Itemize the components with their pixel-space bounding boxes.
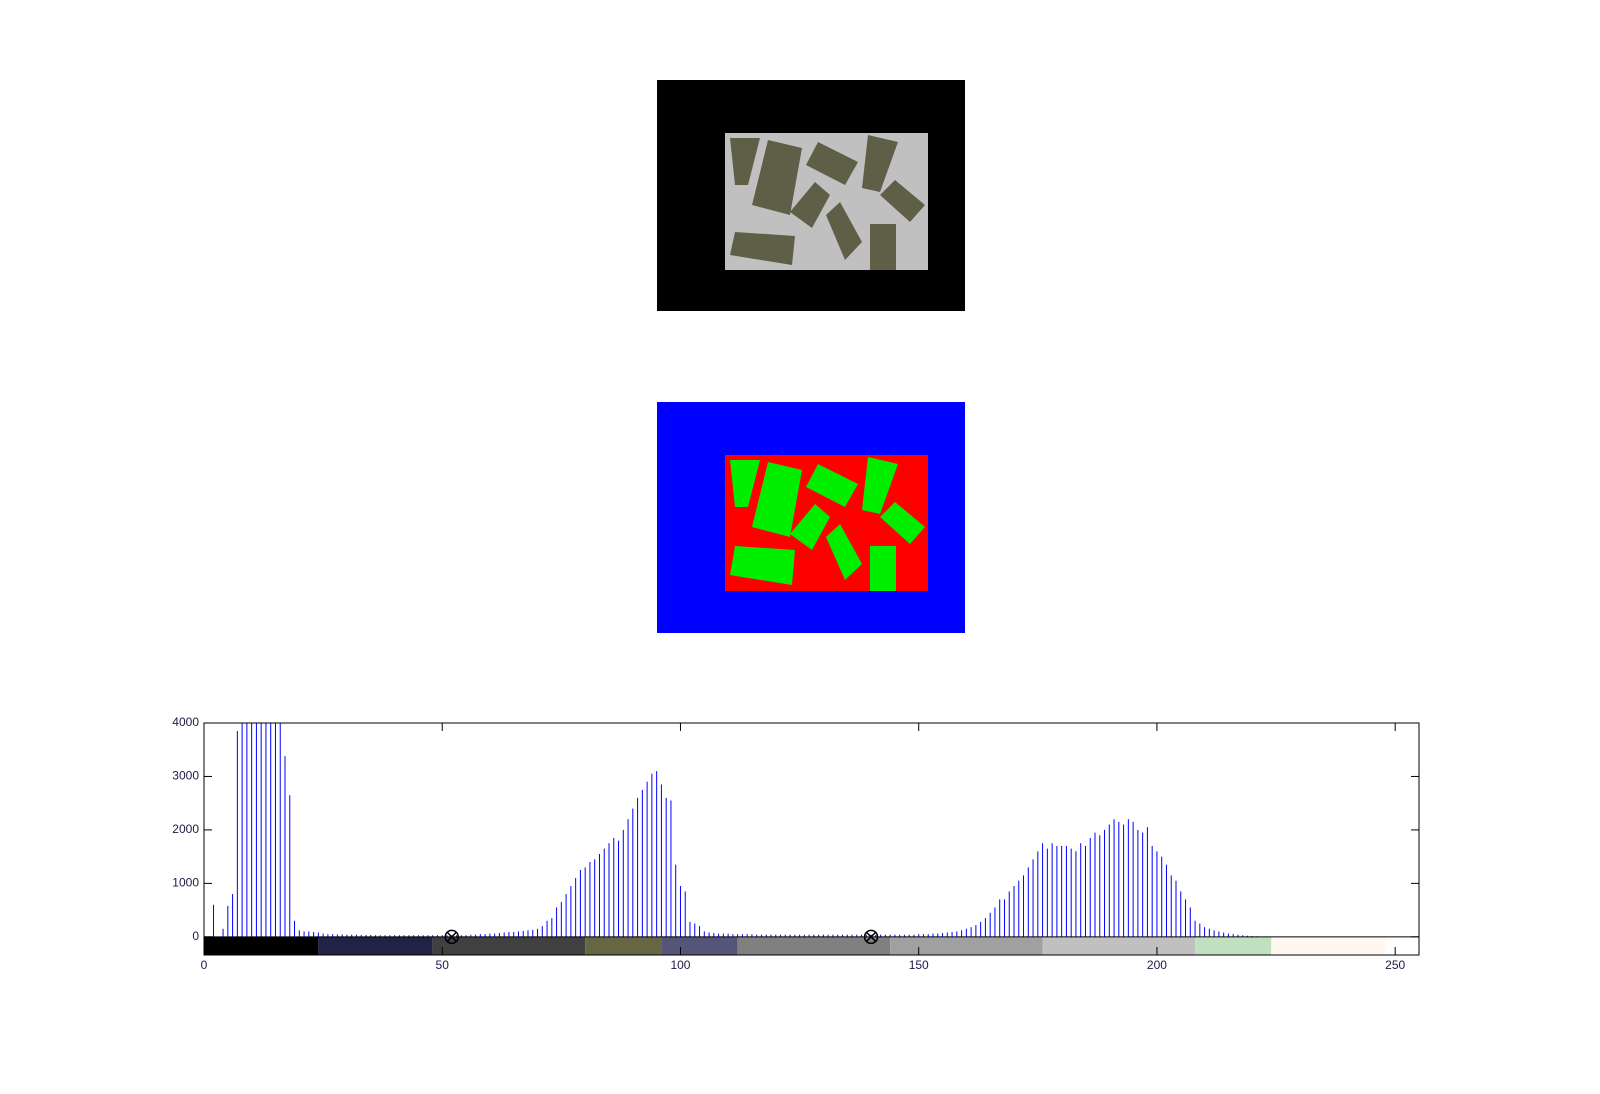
colorbar-segment: [890, 936, 1043, 955]
x-tick-label: 0: [201, 958, 208, 972]
x-tick-label: 100: [670, 958, 690, 972]
colorbar-segment: [432, 936, 586, 955]
colorbar-segment: [1195, 936, 1272, 955]
y-tick-label: 0: [192, 929, 199, 943]
source-image: [657, 80, 965, 311]
marker-circle: [863, 929, 879, 945]
colorbar-segment: [1271, 936, 1386, 955]
threshold-marker: [444, 929, 460, 945]
axes-box: [203, 722, 1420, 956]
colorbar-segment: [661, 936, 738, 955]
colorbar-segment: [737, 936, 891, 955]
threshold-marker: [863, 929, 879, 945]
marker-cross: [865, 931, 877, 942]
y-tick-label: 2000: [172, 822, 199, 836]
colorbar-segment: [585, 936, 662, 955]
histogram: 0 50 100 150 200 250 0 1000 2000 3000 4000: [172, 715, 1420, 972]
x-tick-label: 150: [909, 958, 929, 972]
colorbar-segment: [204, 936, 319, 955]
x-tick-label: 200: [1147, 958, 1167, 972]
plot-area: [204, 723, 1386, 955]
y-tick-label: 4000: [172, 715, 199, 729]
colorbar-segment: [318, 936, 433, 955]
marker-cross: [446, 931, 457, 942]
x-tick-label: 250: [1385, 958, 1405, 972]
marker-circle: [444, 929, 460, 945]
x-tick-label: 50: [436, 958, 450, 972]
segmented-image: [657, 402, 965, 633]
y-tick-label: 1000: [172, 876, 199, 890]
y-tick-label: 3000: [172, 769, 199, 783]
colorbar-segment: [1042, 936, 1196, 955]
